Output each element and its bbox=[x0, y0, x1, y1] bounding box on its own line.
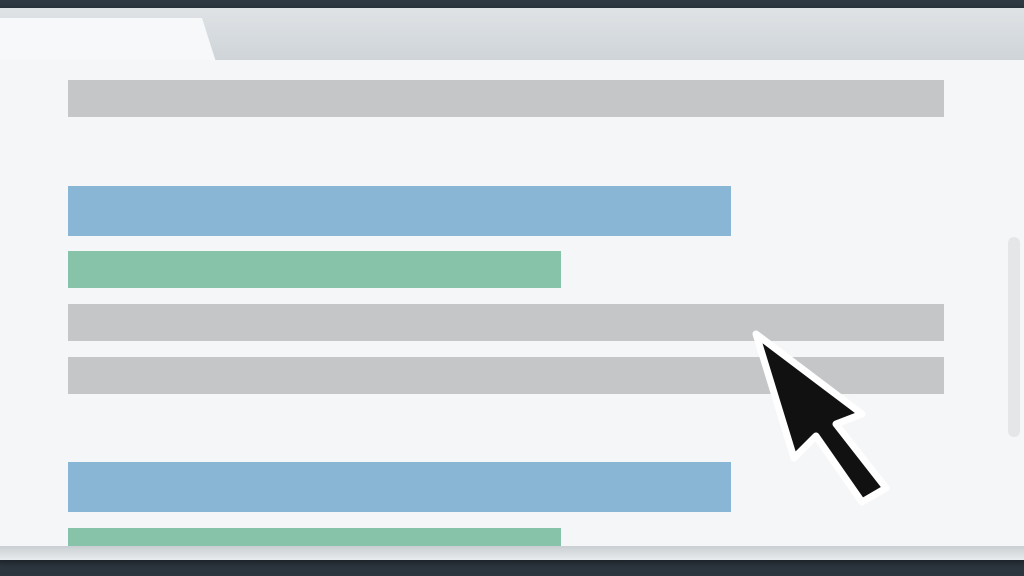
placeholder-row bbox=[68, 80, 944, 117]
browser-window bbox=[0, 8, 1024, 560]
active-tab[interactable] bbox=[0, 18, 216, 62]
placeholder-row bbox=[68, 304, 944, 341]
window-bottom-edge bbox=[0, 546, 1024, 560]
placeholder-row bbox=[68, 186, 731, 236]
placeholder-row bbox=[68, 251, 561, 288]
placeholder-row bbox=[68, 528, 561, 546]
vertical-scrollbar[interactable] bbox=[1008, 237, 1020, 437]
mouse-pointer-icon bbox=[752, 330, 890, 506]
placeholder-row bbox=[68, 462, 731, 512]
tab-strip bbox=[0, 8, 1024, 62]
